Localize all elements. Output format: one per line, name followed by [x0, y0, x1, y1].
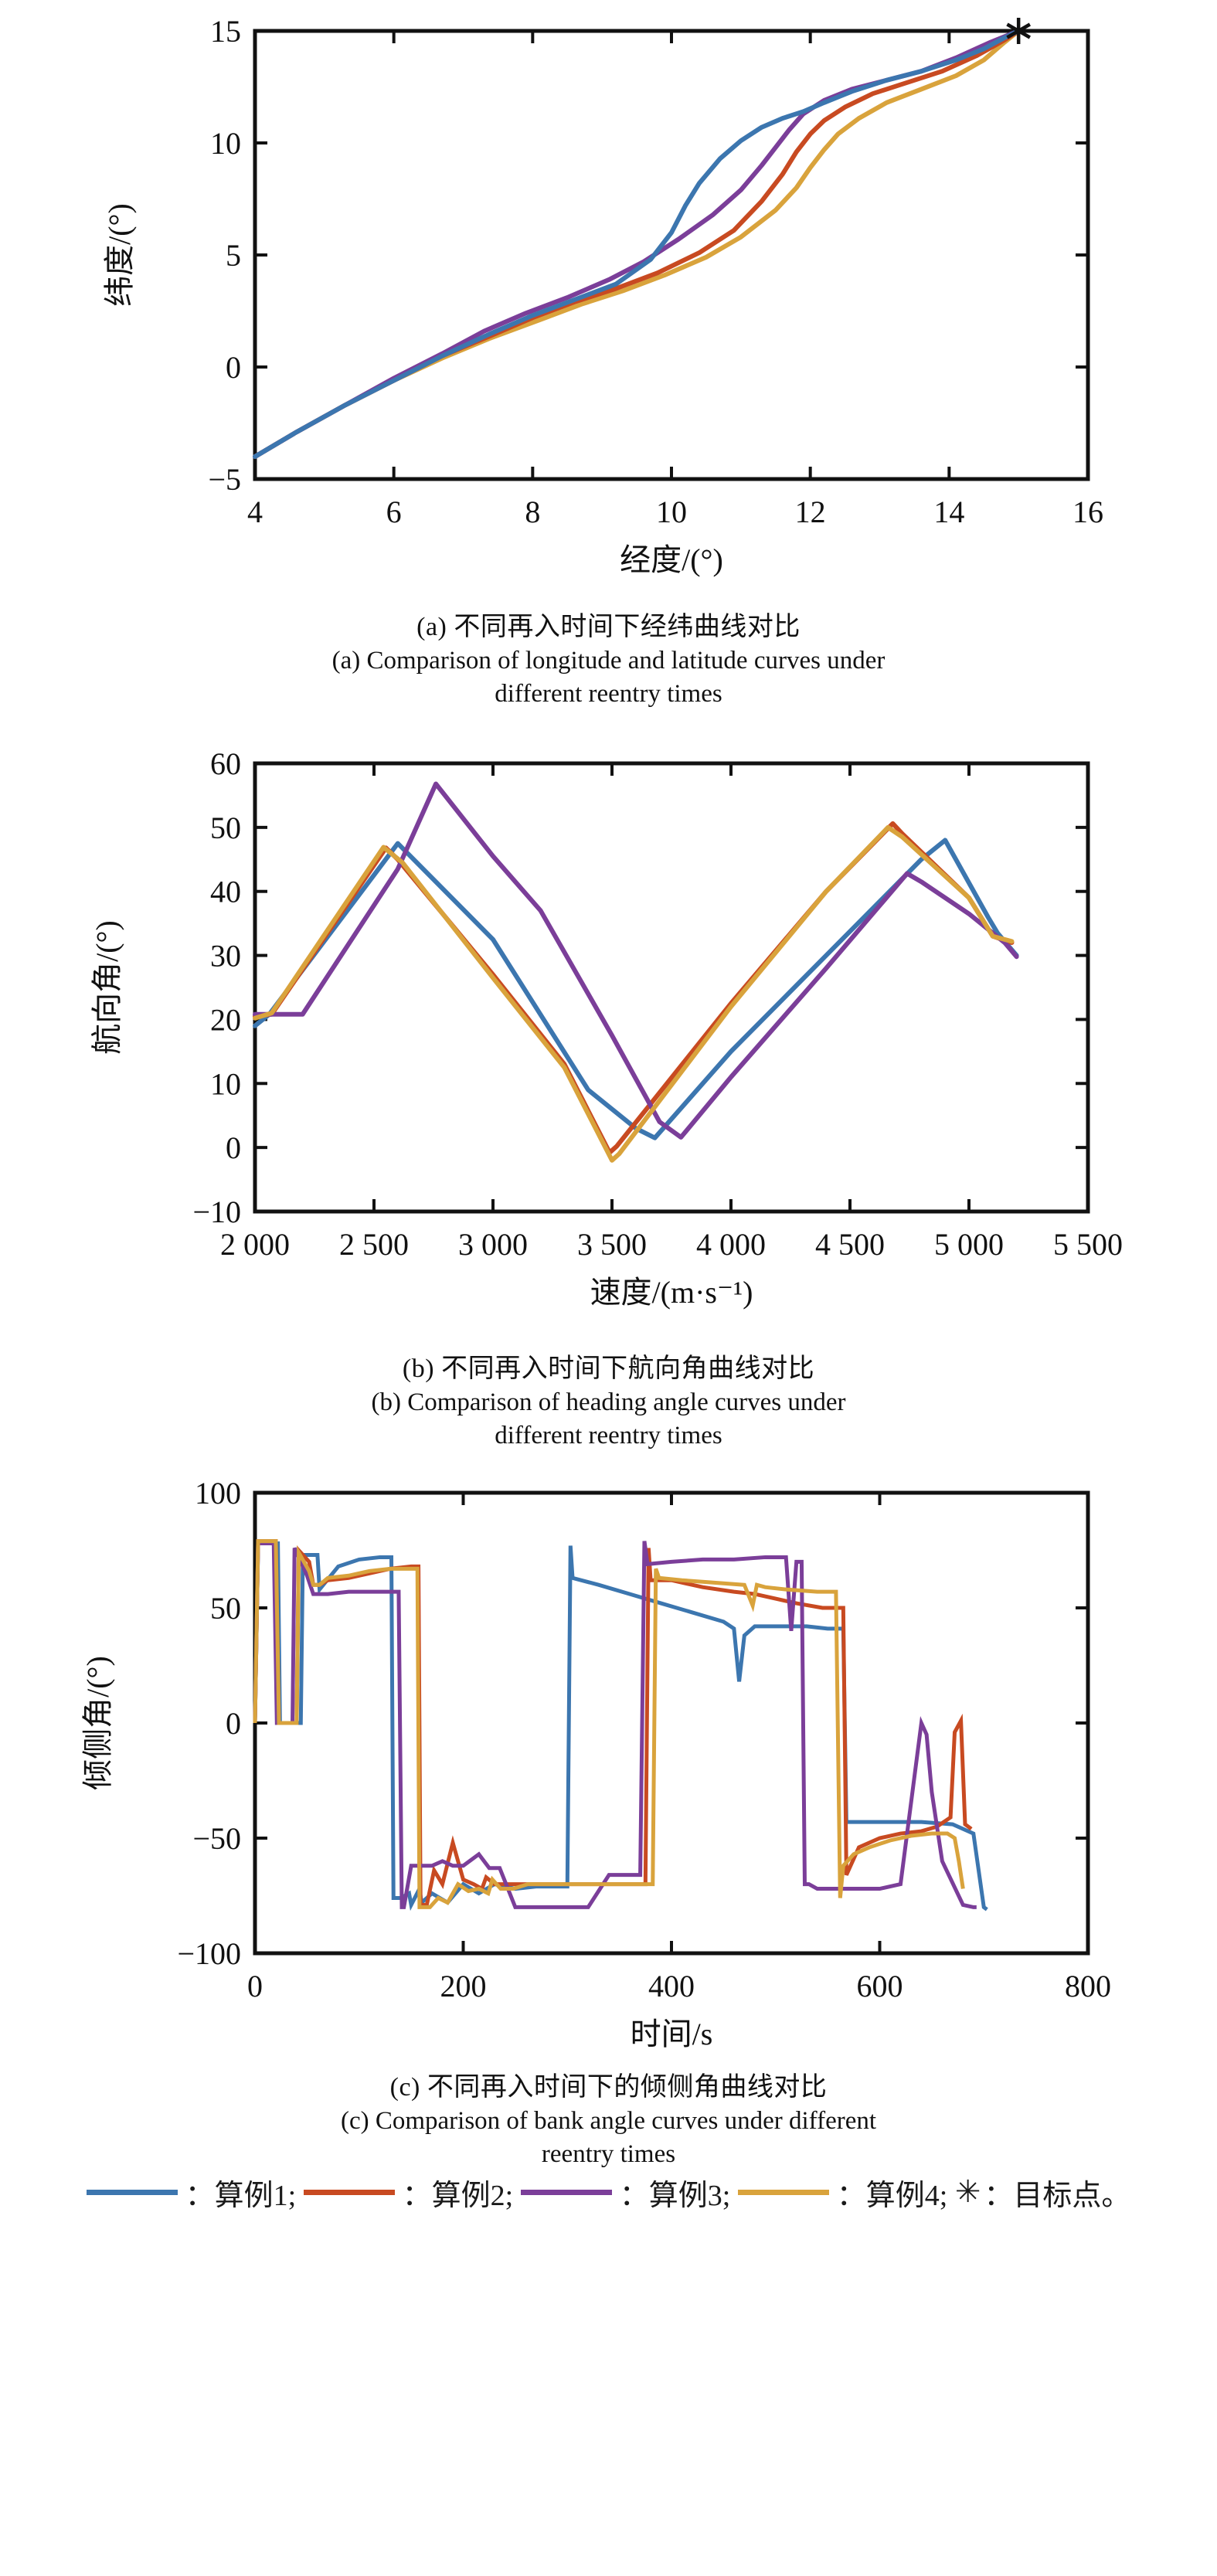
- y-tick-label: 20: [210, 1002, 241, 1037]
- x-tick-label: 10: [656, 494, 687, 529]
- x-tick-label: 5 500: [1053, 1227, 1123, 1262]
- series-line: [253, 781, 1019, 1140]
- x-tick-label: 14: [933, 494, 964, 529]
- x-tick-label: 16: [1073, 494, 1103, 529]
- caption-b-en: (b) Comparison of heading angle curves u…: [223, 1386, 995, 1453]
- series-line: [253, 1541, 977, 1909]
- y-axis-title: 纬度/(°): [102, 203, 137, 307]
- y-tick-label: 60: [210, 746, 241, 781]
- x-tick-label: 12: [795, 494, 826, 529]
- y-tick-label: 50: [210, 1591, 241, 1626]
- y-tick-label: 40: [210, 875, 241, 909]
- series-group: [253, 1539, 988, 1912]
- y-axis-title: 倾侧角/(°): [80, 1656, 115, 1790]
- x-tick-label: 5 000: [934, 1227, 1004, 1262]
- series-line: [253, 1541, 988, 1912]
- x-tick-label: 4 000: [696, 1227, 766, 1262]
- y-tick-label: 0: [226, 350, 241, 385]
- series-line: [253, 824, 1015, 1163]
- x-tick-label: 600: [857, 1969, 903, 2003]
- x-tick-label: 8: [525, 494, 540, 529]
- legend-line-swatch: [303, 2189, 395, 2195]
- x-tick-label: 200: [440, 1969, 487, 2003]
- x-tick-label: 0: [247, 1969, 263, 2003]
- caption-b-en-line2: different reentry times: [495, 1422, 722, 1450]
- x-tick-label: 3 000: [458, 1227, 528, 1262]
- series-line: [253, 1539, 965, 1909]
- caption-c-en-line1: (c) Comparison of bank angle curves unde…: [340, 2107, 877, 2136]
- legend-line-swatch: [520, 2189, 612, 2195]
- target-point-marker: [1006, 18, 1032, 44]
- x-tick-label: 3 500: [577, 1227, 647, 1262]
- chart-c: 0 200 400 600 800 −100 −50 0 50 100 时间/s 倾侧角/(°): [80, 1476, 1111, 2051]
- caption-a-en-line2: different reentry times: [495, 680, 722, 709]
- legend-line-swatch: [737, 2189, 829, 2195]
- asterisk-icon: ✳: [954, 2174, 981, 2210]
- legend-item-3: ：算例3;: [520, 2171, 738, 2214]
- caption-a-en-line1: (a) Comparison of longitude and latitude…: [331, 647, 886, 675]
- legend-item-1: ：算例1;: [86, 2171, 304, 2214]
- x-tick-label: 6: [386, 494, 402, 529]
- series-group: [253, 781, 1019, 1163]
- y-axis-title-group: 纬度/(°): [102, 203, 137, 307]
- y-tick-label: −5: [208, 462, 241, 497]
- caption-b-en-line1: (b) Comparison of heading angle curves u…: [371, 1388, 846, 1417]
- y-tick-label: 0: [226, 1706, 241, 1741]
- x-axis-title: 速度/(m·s⁻¹): [590, 1275, 753, 1310]
- y-tick-label: −100: [177, 1936, 241, 1971]
- series-group: [253, 29, 1022, 459]
- y-axis-title-group: 倾侧角/(°): [80, 1656, 115, 1790]
- legend-line-swatch: [86, 2189, 178, 2195]
- legend-item-label: ：算例2;: [402, 2179, 521, 2212]
- y-tick-label: 0: [226, 1130, 241, 1165]
- caption-b-cn: (b) 不同再入时间下航向角曲线对比: [402, 1354, 815, 1383]
- legend-item-label: ：算例3;: [619, 2179, 738, 2212]
- y-tick-label: −50: [192, 1821, 241, 1856]
- series-line: [253, 838, 1019, 1140]
- y-axis-title-group: 航向角/(°): [90, 920, 124, 1055]
- plot-frame: [253, 761, 1090, 1214]
- x-tick-label: 800: [1065, 1969, 1111, 2003]
- x-axis-title: 经度/(°): [620, 542, 723, 577]
- x-tick-label: 2 500: [339, 1227, 409, 1262]
- panel-c: 0 200 400 600 800 −100 −50 0 50 100 时间/s 倾侧角/(°): [0, 1453, 1217, 2071]
- x-tick-label: 4: [247, 494, 263, 529]
- x-tick-label: 4 500: [815, 1227, 885, 1262]
- plot-frame: [253, 29, 1090, 481]
- x-tick-label: 400: [648, 1969, 695, 2003]
- y-tick-label: 10: [210, 1066, 241, 1101]
- legend-item-5: ✳ ：目标点。: [955, 2171, 1131, 2214]
- y-tick-label: 5: [226, 238, 241, 273]
- caption-c-en: (c) Comparison of bank angle curves unde…: [223, 2105, 995, 2171]
- figure-legend: ：算例1; ：算例2; ：算例3; ：算例4; ✳ ：目标点。: [0, 2171, 1217, 2214]
- chart-b: 2 000 2 500 3 000 3 500 4 000 4 500 5 000 5 500…: [90, 746, 1123, 1310]
- legend-item-label: ：算例1;: [185, 2179, 304, 2212]
- legend-item-label: ：目标点。: [984, 2179, 1131, 2212]
- y-tick-label: 50: [210, 811, 241, 845]
- caption-a-en: (a) Comparison of longitude and latitude…: [223, 644, 995, 711]
- series-line: [253, 29, 1022, 459]
- caption-c-cn: (c) 不同再入时间下的倾侧角曲线对比: [389, 2072, 828, 2102]
- legend-item-label: ：算例4;: [836, 2179, 955, 2212]
- legend-item-2: ：算例2;: [303, 2171, 521, 2214]
- chart-a: 4 6 8 10 12 14 16 −5 0 5 10 15 经度/(°) 纬度/(°): [102, 14, 1103, 577]
- panel-b: 2 000 2 500 3 000 3 500 4 000 4 500 5 000 5 500…: [0, 711, 1217, 1352]
- y-tick-label: 15: [210, 14, 241, 49]
- y-tick-label: 30: [210, 939, 241, 974]
- caption-a-cn: (a) 不同再入时间下经纬曲线对比: [416, 613, 801, 641]
- y-tick-label: −10: [192, 1195, 241, 1229]
- legend-item-4: ：算例4;: [737, 2171, 955, 2214]
- x-axis-title: 时间/s: [631, 2017, 713, 2051]
- y-tick-label: 10: [210, 126, 241, 161]
- caption-c-en-line2: reentry times: [541, 2140, 676, 2169]
- y-axis-title: 航向角/(°): [90, 920, 124, 1055]
- panel-a: 4 6 8 10 12 14 16 −5 0 5 10 15 经度/(°) 纬度/(°): [0, 0, 1217, 610]
- y-tick-label: 100: [195, 1476, 241, 1511]
- x-tick-label: 2 000: [220, 1227, 290, 1262]
